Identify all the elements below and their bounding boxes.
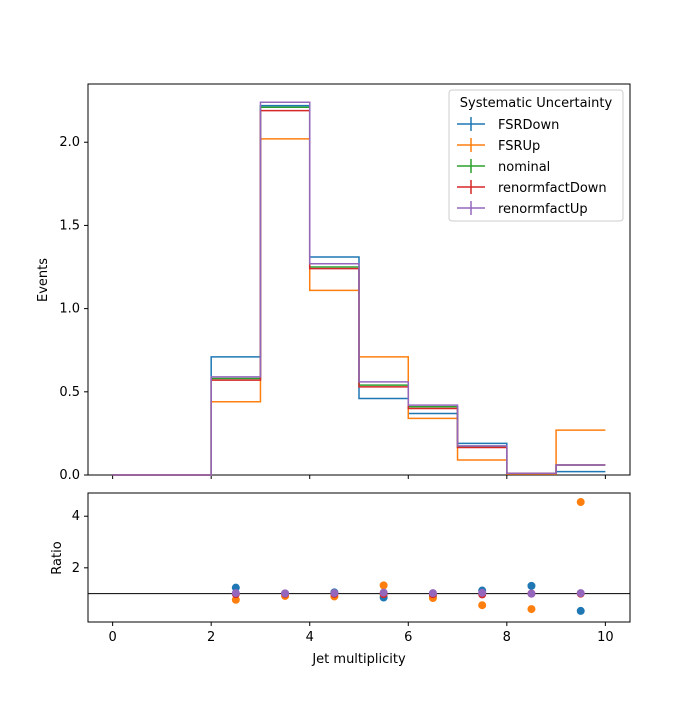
- ratio-y-axis-ticks: 24: [72, 509, 88, 576]
- histogram-series-renormfactUp: [112, 101, 606, 476]
- ratio-x-axis-label: Jet multiplicity: [311, 652, 406, 667]
- ratio-x-axis-ticks: 0 2 4 6 8 10: [108, 622, 614, 645]
- ratio-x-tick-label: 2: [207, 630, 215, 645]
- legend-items: FSRDown FSRUp nominal renormfactDown renormf…: [457, 117, 607, 217]
- main-y-tick-label: 1.5: [59, 218, 80, 233]
- ratio-point-renormfactUp: [231, 589, 240, 598]
- ratio-point-FSRDown: [576, 606, 585, 615]
- main-y-tick-label: 2.0: [59, 135, 80, 150]
- ratio-point-renormfactUp: [379, 588, 388, 597]
- ratio-point-renormfactUp: [330, 589, 339, 598]
- ratio-point-FSRUp: [576, 498, 585, 507]
- ratio-x-tick-label: 10: [597, 630, 614, 645]
- main-y-axis-label: Events: [36, 258, 51, 302]
- ratio-point-renormfactUp: [428, 589, 437, 598]
- ratio-x-tick-label: 6: [404, 630, 412, 645]
- legend-label: nominal: [498, 160, 550, 175]
- ratio-y-tick-label: 2: [72, 561, 80, 576]
- legend-item-FSRDown: FSRDown: [457, 117, 559, 133]
- main-y-tick-label: 0.0: [59, 468, 80, 483]
- main-y-tick-label: 1.0: [59, 302, 80, 317]
- ratio-y-tick-label: 4: [72, 509, 80, 524]
- ratio-point-renormfactUp: [576, 589, 585, 598]
- ratio-point-FSRUp: [231, 595, 240, 604]
- legend-label: FSRUp: [498, 139, 540, 154]
- ratio-point-FSRDown: [527, 581, 536, 590]
- ratio-point-FSRUp: [527, 605, 536, 614]
- legend-label: renormfactDown: [498, 181, 607, 196]
- ratio-point-renormfactUp: [527, 589, 536, 598]
- legend-item-renormfactDown: renormfactDown: [457, 180, 607, 196]
- legend-item-FSRUp: FSRUp: [457, 138, 540, 154]
- ratio-point-FSRUp: [478, 601, 487, 610]
- legend-item-nominal: nominal: [457, 159, 550, 175]
- legend-frame: [448, 89, 624, 222]
- ratio-y-axis-label: Ratio: [50, 541, 65, 574]
- legend: Systematic Uncertainty FSRDown FSRUp nomin…: [448, 89, 624, 222]
- legend-label: renormfactUp: [498, 202, 588, 217]
- ratio-points: [231, 498, 585, 615]
- main-y-tick-label: 0.5: [59, 385, 80, 400]
- ratio-plot-panel: 0 2 4 6 8 10 24 Ratio Jet multiplicity: [50, 492, 631, 667]
- main-y-axis-ticks: 0.0 0.5 1.0 1.5 2.0: [59, 135, 88, 483]
- ratio-point-renormfactUp: [281, 589, 290, 598]
- legend-item-renormfactUp: renormfactUp: [457, 201, 588, 217]
- ratio-point-FSRUp: [379, 581, 388, 590]
- legend-label: FSRDown: [498, 118, 559, 133]
- ratio-x-tick-label: 4: [306, 630, 314, 645]
- ratio-x-tick-label: 0: [108, 630, 116, 645]
- ratio-plot-frame: [87, 492, 631, 623]
- legend-title: Systematic Uncertainty: [460, 96, 613, 111]
- ratio-x-tick-label: 8: [503, 630, 511, 645]
- main-histogram-series: [112, 101, 606, 476]
- ratio-point-renormfactUp: [478, 588, 487, 597]
